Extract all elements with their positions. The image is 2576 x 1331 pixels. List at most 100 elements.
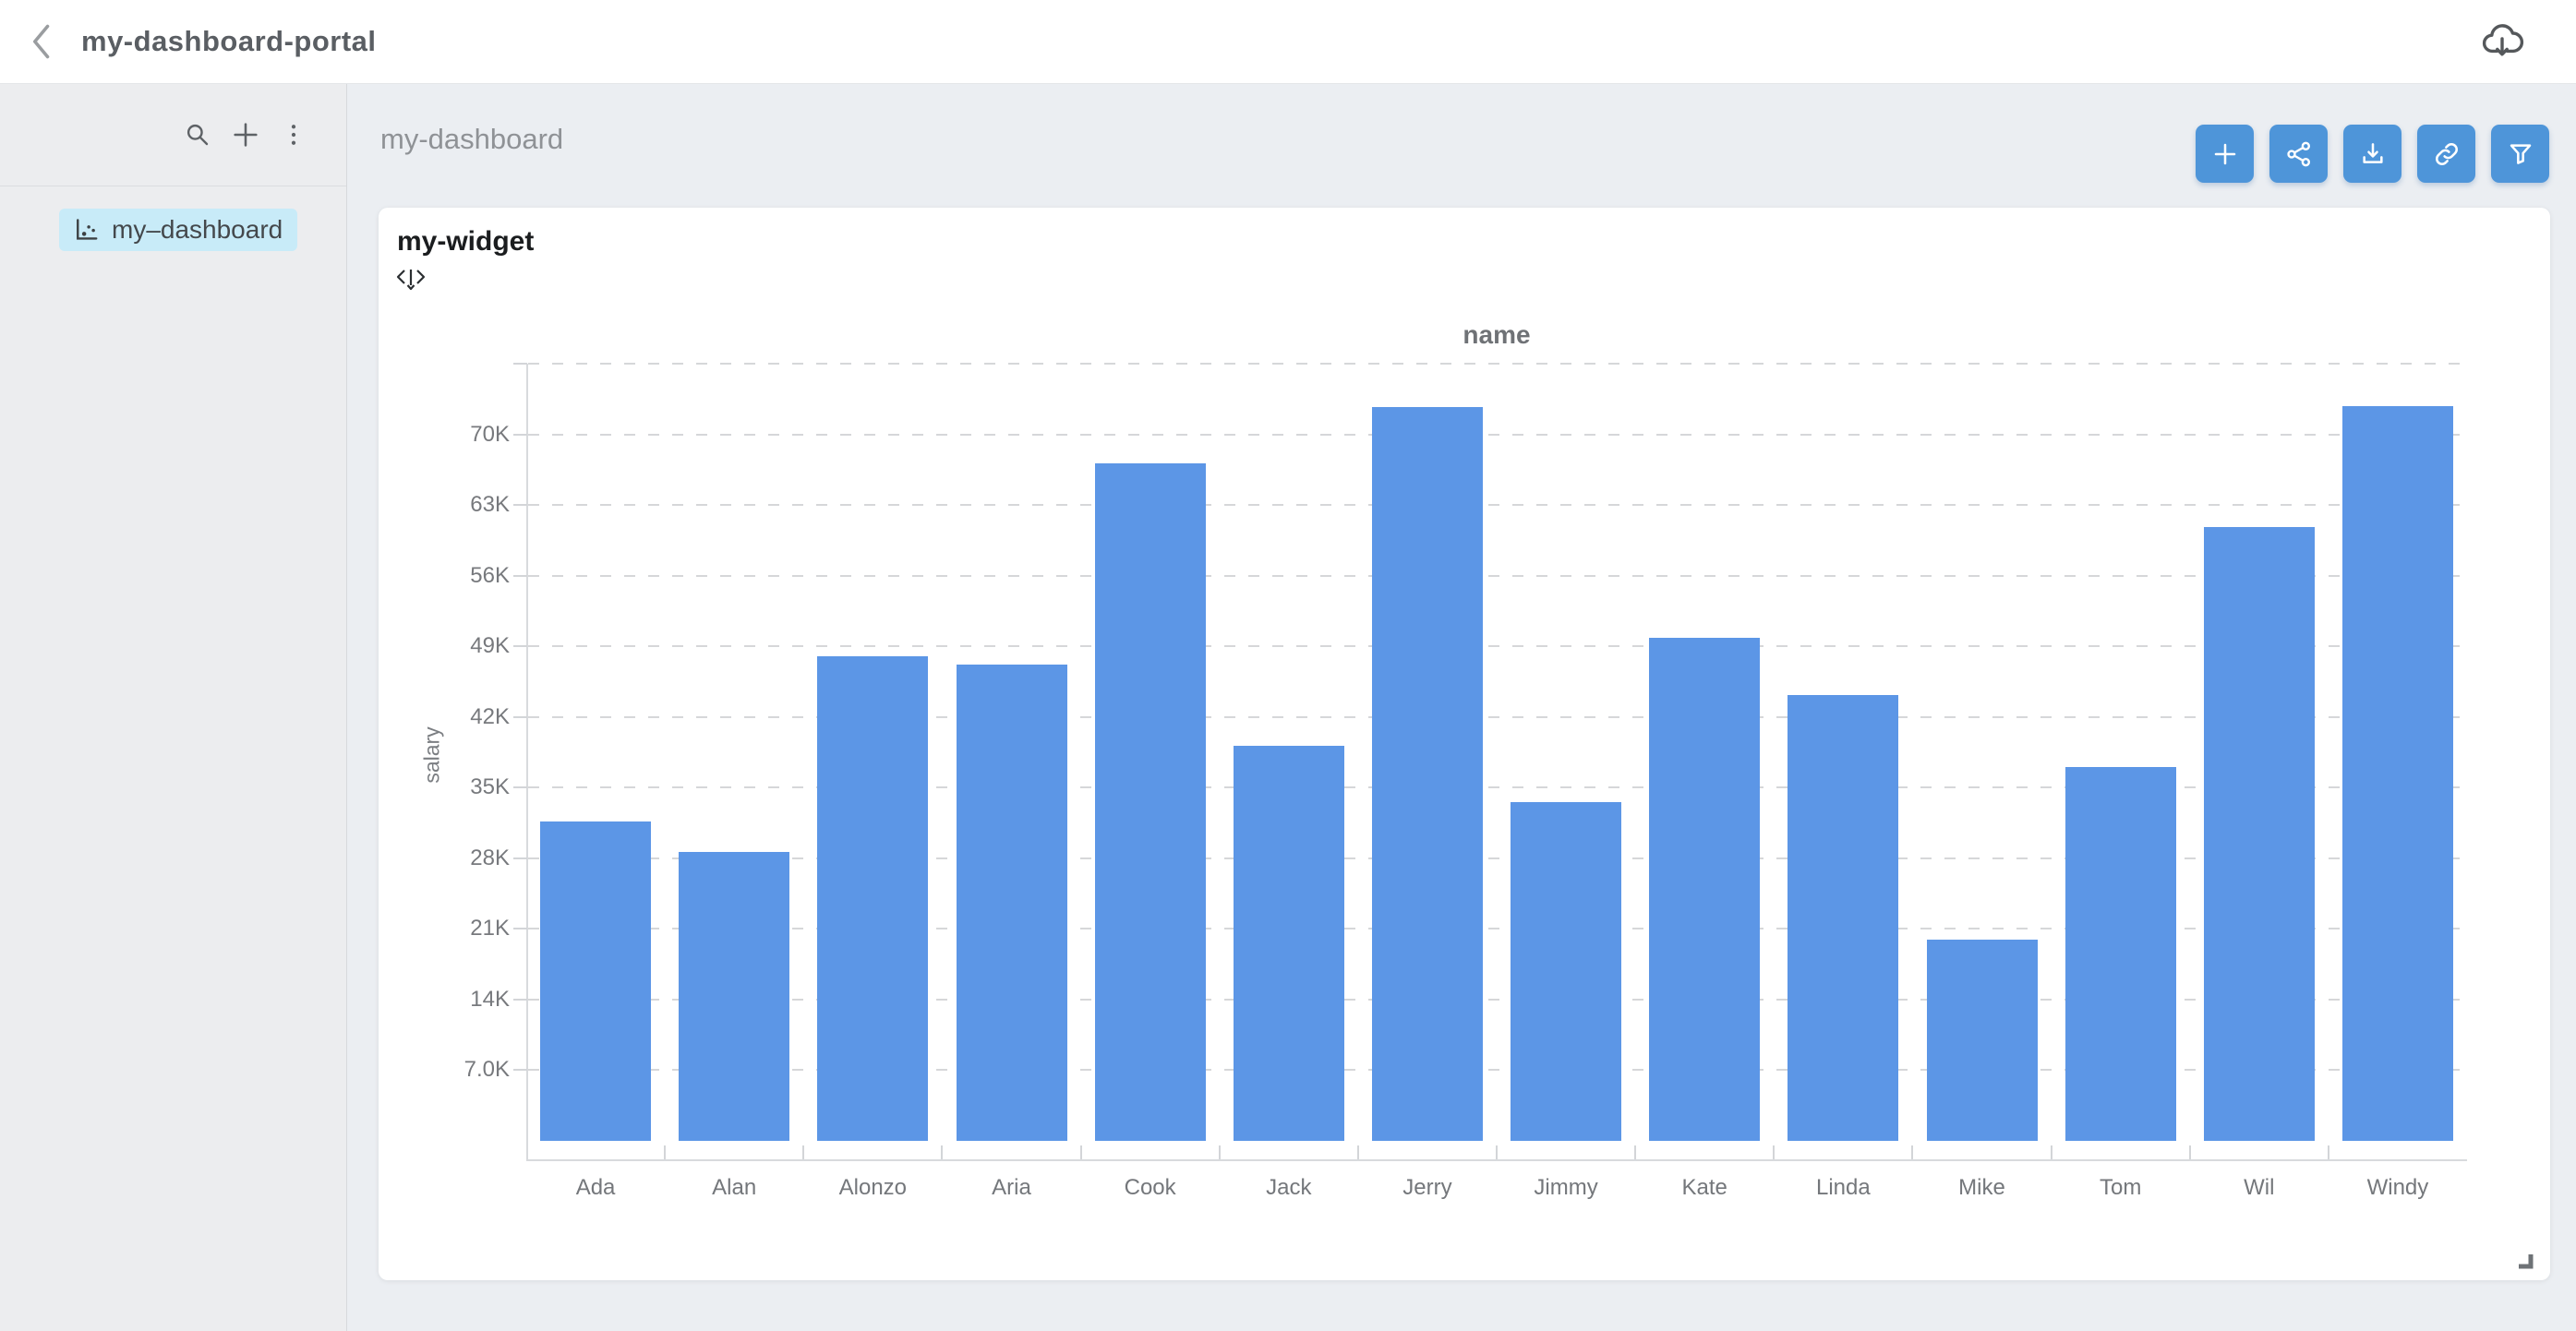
sidebar-item-label: my–dashboard (112, 215, 283, 244)
bar-mike[interactable] (1926, 940, 2038, 1141)
bar-ada[interactable] (540, 821, 652, 1141)
add-widget-button[interactable] (2196, 125, 2254, 183)
x-axis-tick (2327, 1145, 2329, 1159)
x-axis-tick (941, 1145, 944, 1159)
gridline (528, 363, 2467, 365)
bar-jack[interactable] (1233, 746, 1344, 1141)
filter-button[interactable] (2491, 125, 2549, 183)
x-axis-label: Cook (1124, 1175, 1176, 1200)
y-axis-tick (513, 715, 527, 718)
x-axis-tick (1773, 1145, 1776, 1159)
bar-alan[interactable] (679, 852, 790, 1141)
x-axis-label: Aria (992, 1175, 1031, 1200)
top-bar: my-dashboard-portal (0, 0, 2576, 84)
x-axis-label: Kate (1681, 1175, 1727, 1200)
gridline (528, 857, 2467, 859)
move-widget-handle[interactable] (395, 265, 427, 293)
widget-title: my-widget (397, 226, 535, 257)
x-axis-tick (664, 1145, 667, 1159)
y-axis-tick-label: 28K (470, 845, 510, 870)
x-axis-tick (1218, 1145, 1221, 1159)
x-axis-label: Jack (1266, 1175, 1312, 1200)
x-axis-label: Wil (2244, 1175, 2275, 1200)
dashboard-toolbar (2196, 125, 2549, 183)
y-axis-tick (513, 433, 527, 436)
widget-card: my-widget name salary 7.0K 14K 21K 28K 35K 42… (379, 208, 2550, 1280)
y-axis-tick-label: 70K (470, 421, 510, 447)
gridline (528, 645, 2467, 648)
gridline (528, 786, 2467, 789)
plus-icon (2214, 143, 2235, 164)
y-axis-tick-label: 7.0K (463, 1057, 510, 1083)
main-area: my-dashboard (347, 84, 2576, 1331)
chevron-left-icon (32, 24, 50, 59)
gridline (528, 1069, 2467, 1072)
search-button[interactable] (182, 119, 213, 150)
bar-jerry[interactable] (1371, 407, 1483, 1141)
bar-chart: name salary 7.0K 14K 21K 28K 35K 42K 49K 56K 63K… (379, 208, 2550, 1280)
gridline (528, 574, 2467, 577)
portal-title: my-dashboard-portal (81, 25, 377, 57)
share-icon (2286, 141, 2310, 166)
x-axis-label: Tom (2099, 1175, 2142, 1200)
kebab-menu-icon (291, 125, 296, 145)
gridline (528, 715, 2467, 718)
export-button[interactable] (2343, 125, 2401, 183)
x-axis-label: Alonzo (838, 1175, 908, 1200)
x-axis-tick (1496, 1145, 1498, 1159)
bar-tom[interactable] (2064, 767, 2176, 1141)
y-axis-tick-label: 63K (470, 492, 510, 518)
x-axis-label: Windy (2366, 1175, 2429, 1200)
y-axis-tick-label: 14K (470, 986, 510, 1012)
x-axis-label: Jimmy (1534, 1175, 1598, 1200)
move-widget-icon (396, 270, 426, 291)
dashboard-title: my-dashboard (380, 123, 564, 155)
bar-windy[interactable] (2341, 405, 2453, 1141)
x-axis-tick (2188, 1145, 2191, 1159)
plus-icon (234, 123, 258, 147)
bar-alonzo[interactable] (817, 656, 929, 1141)
link-icon (2435, 142, 2458, 165)
cloud-download-icon (2482, 24, 2524, 56)
copy-link-button[interactable] (2417, 125, 2475, 183)
x-axis-label: Alan (712, 1175, 757, 1200)
sidebar-item-my-dashboard[interactable]: my–dashboard (59, 209, 297, 251)
x-axis-label: Ada (575, 1175, 616, 1200)
x-axis-label: Jerry (1402, 1175, 1452, 1200)
share-button[interactable] (2269, 125, 2328, 183)
cloud-download-button[interactable] (2476, 16, 2528, 67)
y-axis-tick (513, 363, 527, 365)
bar-cook[interactable] (1094, 463, 1206, 1141)
y-axis-tick (513, 1069, 527, 1072)
x-axis-tick (802, 1145, 805, 1159)
gridline (528, 928, 2467, 930)
x-axis-line (526, 1159, 2467, 1161)
y-axis-tick-label: 35K (470, 774, 510, 800)
add-button[interactable] (230, 119, 261, 150)
more-options-button[interactable] (278, 119, 309, 150)
y-axis-tick (513, 504, 527, 507)
bar-linda[interactable] (1788, 694, 1899, 1141)
y-axis-line (526, 364, 528, 1159)
bar-wil[interactable] (2203, 527, 2315, 1141)
y-axis-tick-label: 42K (470, 703, 510, 729)
scatter-chart-icon (77, 219, 98, 240)
gridline (528, 998, 2467, 1001)
sidebar-toolbar (0, 84, 346, 186)
bar-kate[interactable] (1649, 638, 1761, 1141)
resize-widget-handle[interactable] (2513, 1249, 2537, 1273)
x-axis-label: Linda (1815, 1175, 1871, 1200)
y-axis-tick-label: 56K (470, 562, 510, 588)
gridline (528, 433, 2467, 436)
x-axis-tick (1079, 1145, 1082, 1159)
x-axis-label: Mike (1958, 1175, 2005, 1200)
filter-funnel-icon (2510, 143, 2531, 164)
x-axis-tick (2050, 1145, 2052, 1159)
search-icon (187, 124, 209, 146)
bar-aria[interactable] (956, 664, 1067, 1141)
back-button[interactable] (17, 16, 68, 67)
dashboard-tree: my–dashboard (0, 186, 346, 251)
resize-corner-icon (2519, 1254, 2534, 1269)
x-axis-tick (1634, 1145, 1637, 1159)
bar-jimmy[interactable] (1511, 801, 1622, 1141)
